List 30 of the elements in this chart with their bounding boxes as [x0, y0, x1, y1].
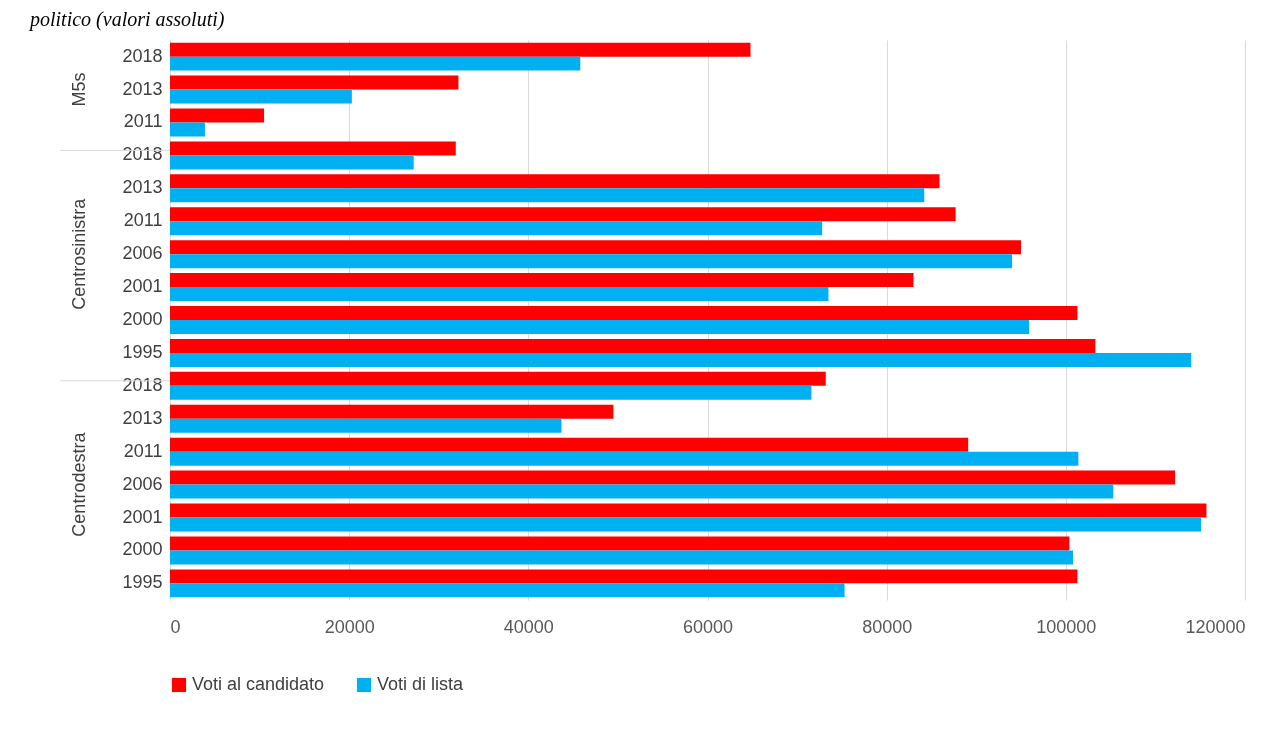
y-tick-label: 2013 — [122, 407, 163, 428]
y-tick-label: 2018 — [122, 144, 163, 165]
x-tick-label: 80000 — [862, 616, 913, 637]
y-tick-label: 2011 — [123, 210, 163, 231]
chart-title: politico (valori assoluti) — [28, 8, 225, 31]
text: M5s — [69, 72, 89, 107]
y-tick-label: 1995 — [122, 341, 163, 362]
y-tick-label: 2013 — [122, 78, 163, 99]
y-tick-label: 2001 — [122, 506, 163, 527]
legend-label: Voti di lista — [377, 674, 465, 694]
text: Centrodestra — [69, 431, 89, 537]
y-tick-label: 2000 — [122, 539, 163, 560]
x-tick-label: 40000 — [503, 616, 554, 637]
y-tick-label: 2000 — [122, 309, 163, 329]
y-tick-label: 2018 — [122, 45, 163, 66]
y-tick-label: 2006 — [122, 243, 163, 264]
x-tick-label: 60000 — [682, 616, 734, 637]
x-tick-label: 120000 — [1185, 616, 1246, 637]
y-tick-label: 2011 — [123, 111, 163, 132]
legend-label: Voti al candidato — [192, 674, 325, 694]
y-tick-label: 2011 — [123, 440, 163, 461]
y-tick-label: 2018 — [122, 374, 163, 395]
y-tick-label: 2006 — [122, 473, 163, 494]
text: Centrosinistra — [69, 197, 89, 310]
x-tick-label: 20000 — [324, 616, 375, 637]
y-tick-label: 2013 — [122, 177, 163, 198]
x-tick-label: 100000 — [1036, 616, 1097, 637]
y-tick-label: 2001 — [122, 276, 163, 297]
y-tick-label: 1995 — [122, 572, 163, 593]
x-tick-label: 0 — [170, 616, 181, 637]
